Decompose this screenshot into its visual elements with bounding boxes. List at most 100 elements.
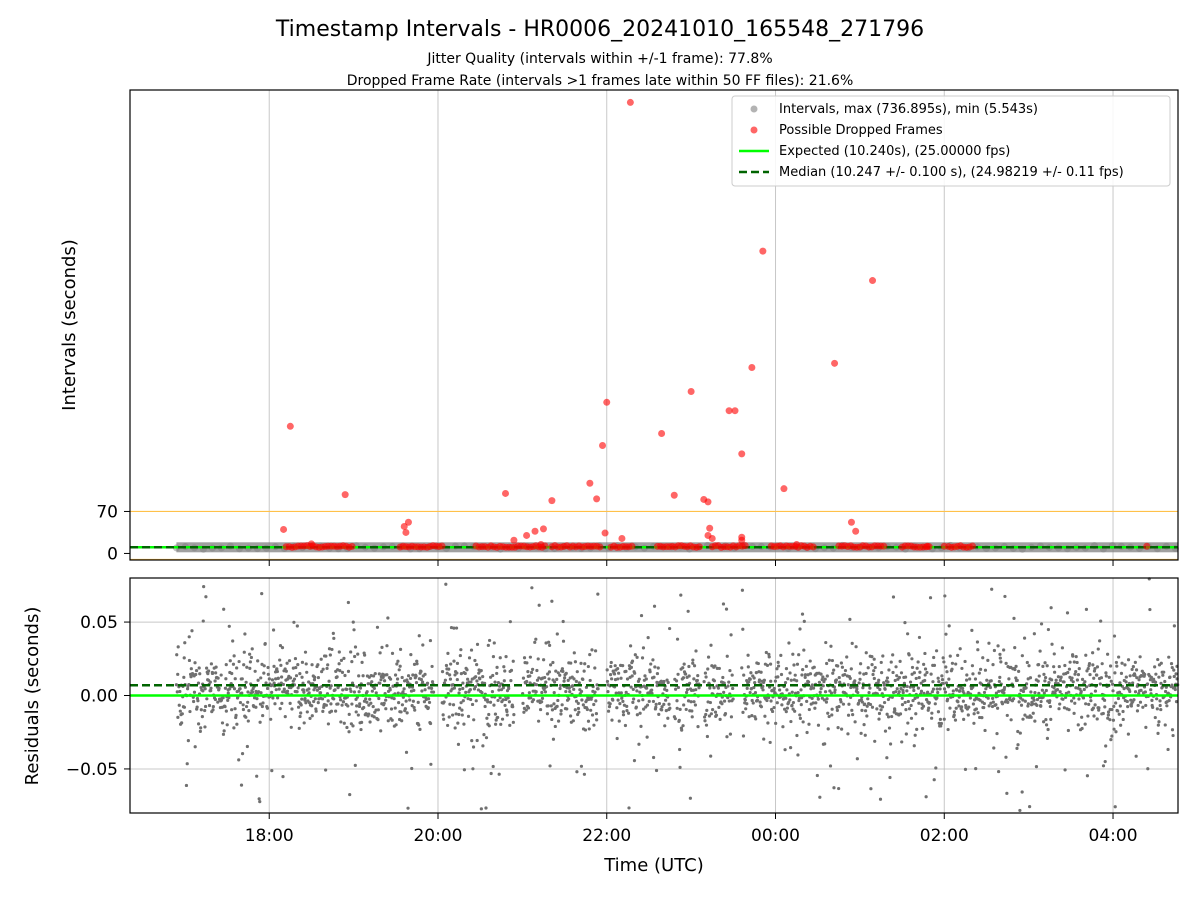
residual-point: [1043, 675, 1048, 680]
residual-point: [706, 667, 710, 671]
residual-point: [499, 722, 503, 726]
residual-point: [608, 672, 613, 677]
residual-point: [717, 666, 721, 671]
residual-point: [245, 744, 249, 749]
residual-point: [276, 696, 280, 700]
residual-point: [984, 687, 988, 691]
residual-point: [359, 727, 363, 732]
residual-point: [194, 672, 198, 677]
dropped-frame-point: [618, 534, 626, 542]
residual-point: [324, 654, 328, 658]
residual-point: [495, 671, 499, 676]
residual-point: [903, 700, 907, 705]
residual-point: [722, 699, 727, 703]
residual-point: [320, 697, 325, 701]
residual-point: [923, 673, 927, 677]
residual-point: [857, 681, 861, 685]
residual-point: [186, 739, 190, 743]
residual-point: [1072, 711, 1076, 715]
dropped-frame-point: [400, 522, 408, 530]
residual-point: [681, 676, 686, 680]
residual-point: [814, 701, 818, 705]
residual-point: [865, 704, 869, 708]
residual-point: [314, 709, 318, 713]
residual-point: [493, 680, 497, 684]
residual-point: [360, 660, 364, 664]
residual-point: [198, 672, 202, 676]
residual-point: [859, 731, 863, 735]
residual-point: [621, 699, 625, 703]
residual-point: [550, 717, 554, 722]
residual-point: [1007, 677, 1011, 681]
residual-point: [825, 674, 829, 678]
residual-point: [535, 668, 539, 673]
dropped-frame-point: [286, 422, 294, 430]
residual-point: [691, 661, 695, 665]
residual-point: [221, 732, 226, 736]
residual-point: [351, 724, 355, 728]
residual-point: [346, 600, 350, 605]
residual-point: [678, 707, 682, 711]
residual-point: [704, 675, 708, 679]
residual-point: [745, 702, 749, 706]
residual-point: [593, 649, 598, 653]
dropped-frame-point: [968, 542, 976, 550]
residual-point: [1098, 682, 1102, 686]
residual-point: [941, 681, 945, 686]
residual-point: [804, 664, 808, 668]
residual-point: [420, 689, 424, 693]
residual-point: [977, 671, 981, 675]
residual-point: [536, 657, 540, 661]
residual-point: [1066, 670, 1070, 675]
residual-point: [459, 648, 463, 652]
residual-point: [446, 723, 450, 728]
residual-point: [444, 582, 448, 586]
residual-point: [1133, 673, 1137, 677]
residual-point: [885, 756, 889, 760]
residual-point: [709, 643, 713, 647]
residual-point: [502, 665, 506, 669]
residual-point: [962, 717, 966, 721]
residual-point: [458, 687, 462, 691]
residual-point: [637, 677, 641, 681]
residual-point: [271, 696, 275, 700]
residual-point: [765, 663, 770, 667]
residual-point: [250, 690, 255, 694]
residual-point: [294, 665, 298, 670]
residual-point: [614, 691, 618, 695]
residual-point: [369, 701, 373, 705]
residual-point: [496, 681, 501, 685]
residual-point: [195, 705, 199, 709]
residual-point: [909, 703, 913, 708]
residual-point: [352, 690, 357, 694]
residual-point: [348, 792, 352, 797]
residual-point: [991, 696, 995, 700]
residual-point: [443, 678, 447, 682]
residual-point: [224, 709, 228, 713]
residual-point: [299, 711, 303, 715]
residual-point: [355, 685, 359, 689]
residual-point: [799, 703, 803, 707]
residual-point: [817, 680, 822, 684]
residual-point: [211, 705, 215, 709]
residual-point: [485, 716, 489, 720]
residual-point: [576, 701, 580, 705]
residual-point: [691, 658, 695, 662]
residual-points: [174, 577, 1180, 813]
residual-point: [302, 690, 306, 694]
dropped-frame-point: [847, 518, 855, 526]
residual-point: [879, 671, 884, 675]
residual-point: [1124, 675, 1128, 679]
residual-point: [741, 710, 745, 714]
residual-point: [1102, 698, 1107, 702]
residual-point: [675, 706, 679, 710]
residual-point: [219, 673, 223, 677]
residual-point: [316, 675, 321, 680]
residual-point: [868, 686, 872, 690]
residual-point: [370, 689, 374, 693]
residual-point: [941, 656, 945, 660]
residual-point: [870, 663, 874, 667]
residual-point: [265, 706, 270, 710]
residual-point: [371, 674, 376, 678]
residual-point: [547, 670, 552, 674]
